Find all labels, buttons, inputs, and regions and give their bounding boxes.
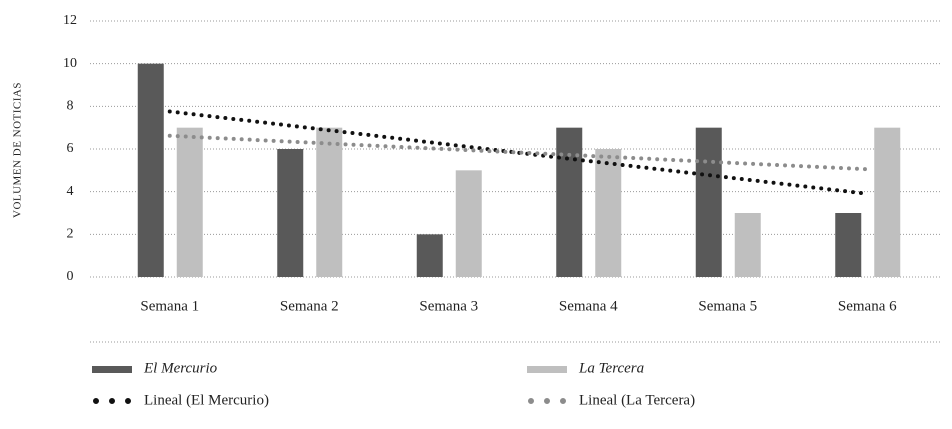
bar: [695, 127, 722, 278]
legend-label: Lineal (La Tercera): [579, 392, 695, 408]
y-tick-label: 10: [63, 56, 77, 71]
legend-label: Lineal (El Mercurio): [144, 392, 269, 408]
bar: [176, 127, 203, 278]
x-tick-label: Semana 4: [559, 298, 618, 314]
bar: [455, 170, 482, 277]
y-tick-label: 8: [67, 99, 74, 114]
x-tick-label: Semana 2: [280, 298, 339, 314]
legend-label: El Mercurio: [143, 360, 218, 376]
legend-swatch: [527, 366, 567, 373]
bar: [835, 213, 862, 277]
x-tick-label: Semana 3: [419, 298, 478, 314]
y-tick-label: 2: [67, 227, 74, 242]
bar: [137, 63, 164, 277]
x-tick-label: Semana 6: [838, 298, 897, 314]
bar: [316, 127, 343, 278]
bar: [734, 213, 761, 277]
bar: [277, 149, 304, 277]
trend-line: [167, 109, 870, 196]
legend-swatch: [92, 366, 132, 373]
y-tick-label: 6: [67, 141, 74, 156]
legend-label: La Tercera: [578, 360, 644, 376]
y-axis-label: VOLUMEN DE NOTICIAS: [12, 82, 24, 218]
x-tick-label: Semana 1: [140, 298, 199, 314]
bar: [595, 149, 622, 277]
x-tick-label: Semana 5: [698, 298, 757, 314]
bar: [416, 234, 443, 277]
y-tick-label: 0: [67, 269, 74, 284]
bar: [556, 127, 583, 278]
bar: [874, 127, 901, 278]
y-tick-label: 12: [63, 13, 77, 28]
y-tick-label: 4: [67, 184, 74, 199]
